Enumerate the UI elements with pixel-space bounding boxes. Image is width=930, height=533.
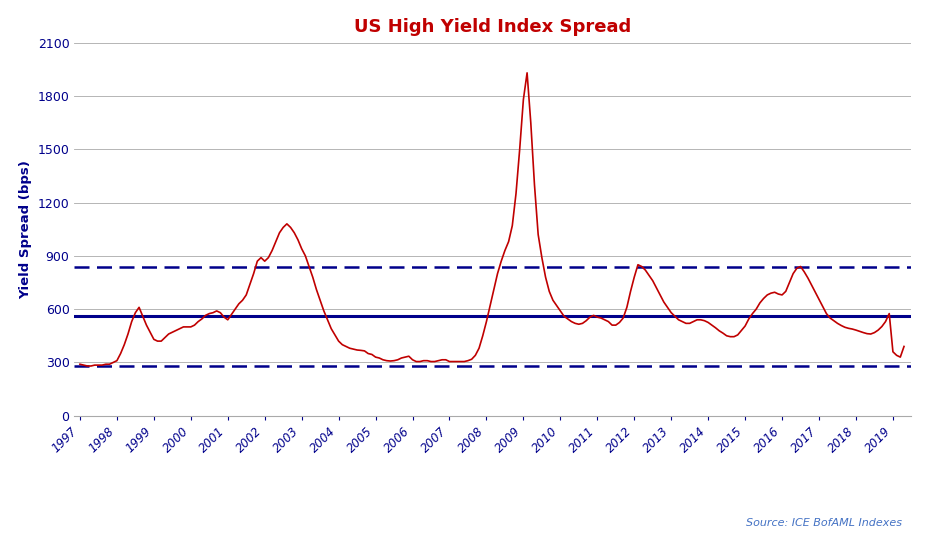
Legend: US HY Master II, +1 SD, Mean, -1 SD: US HY Master II, +1 SD, Mean, -1 SD xyxy=(206,528,646,533)
Title: US High Yield Index Spread: US High Yield Index Spread xyxy=(354,18,631,36)
Y-axis label: Yield Spread (bps): Yield Spread (bps) xyxy=(20,160,33,298)
Text: Source: ICE BofAML Indexes: Source: ICE BofAML Indexes xyxy=(746,518,902,528)
